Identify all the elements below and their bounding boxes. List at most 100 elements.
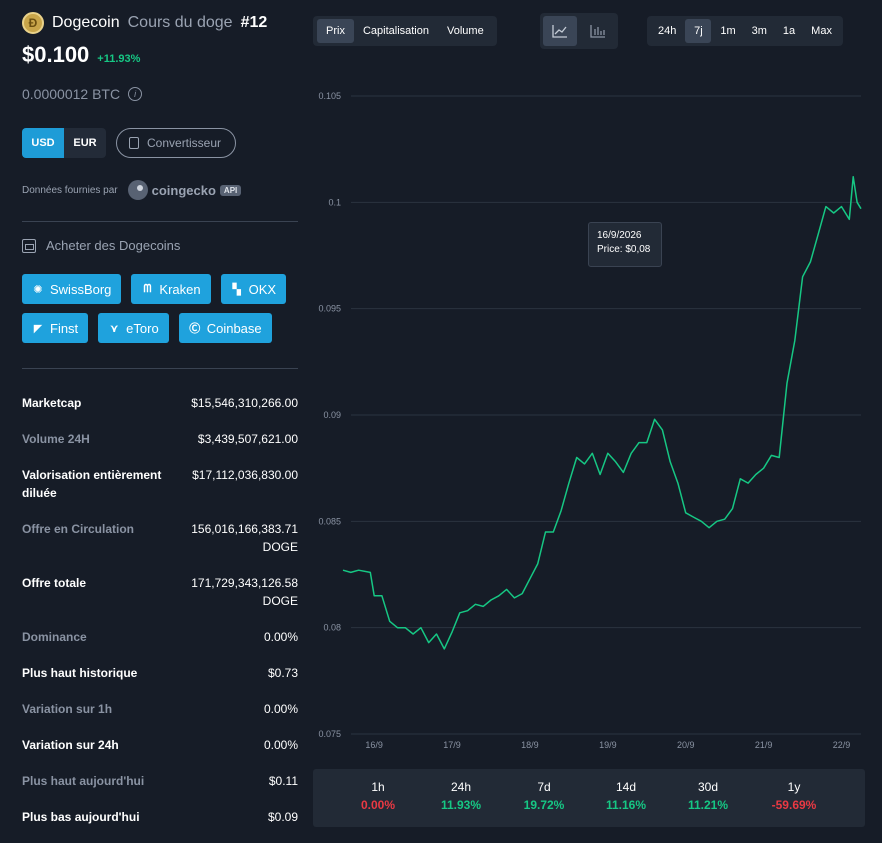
stat-row: Plus bas aujourd'hui $0.09 bbox=[22, 808, 298, 826]
price-row: $0.100 +11.93% bbox=[22, 42, 140, 68]
perf-value: -59.69% bbox=[771, 798, 817, 812]
perf-label: 7d bbox=[537, 780, 551, 794]
etoro-icon: ⋎ bbox=[109, 322, 119, 335]
coinbase-icon: Ⓒ bbox=[189, 323, 201, 335]
currency-selector: USD EUR Convertisseur bbox=[22, 128, 237, 158]
currency-eur-button[interactable]: EUR bbox=[64, 128, 106, 158]
exchange-finst-button[interactable]: ◤ Finst bbox=[22, 313, 89, 343]
exchange-label: Kraken bbox=[159, 281, 201, 297]
provider-label: Données fournies par bbox=[22, 184, 118, 196]
y-tick-label: 0.105 bbox=[318, 91, 341, 101]
stat-label: Plus haut historique bbox=[22, 666, 138, 680]
stat-row: Volume 24H $3,439,507,621.00 bbox=[22, 430, 298, 448]
price-change-badge: +11.93% bbox=[97, 53, 141, 65]
range-1a[interactable]: 1a bbox=[782, 25, 796, 37]
perf-label: 30d bbox=[697, 780, 719, 794]
line-chart-icon bbox=[552, 25, 567, 38]
swissborg-icon: ✺ bbox=[33, 283, 43, 296]
stat-label: Marketcap bbox=[22, 396, 82, 410]
tab-capitalisation[interactable]: Capitalisation bbox=[362, 25, 429, 37]
stat-row: Dominance 0.00% bbox=[22, 628, 298, 646]
exchange-okx-button[interactable]: ▚ OKX bbox=[220, 274, 287, 304]
converter-button[interactable]: Convertisseur bbox=[116, 128, 237, 158]
exchange-label: eToro bbox=[126, 320, 159, 336]
stat-label: Dominance bbox=[22, 630, 87, 644]
exchange-label: OKX bbox=[248, 281, 277, 297]
x-tick-label: 20/9 bbox=[677, 740, 695, 750]
exchange-coinbase-button[interactable]: Ⓒ Coinbase bbox=[178, 313, 272, 343]
y-tick-label: 0.09 bbox=[323, 410, 341, 420]
range-7j[interactable]: 7j bbox=[685, 19, 712, 43]
stat-label: Variation sur 1h bbox=[22, 702, 113, 716]
range-max[interactable]: Max bbox=[811, 25, 832, 37]
tab-prix[interactable]: Prix bbox=[317, 19, 354, 43]
perf-value: 11.16% bbox=[605, 798, 647, 812]
stat-value: 0.00% bbox=[263, 738, 298, 752]
stat-value: 156,016,166,383.71 DOGE bbox=[191, 522, 298, 554]
coin-rank: #12 bbox=[240, 14, 268, 31]
x-tick-label: 22/9 bbox=[833, 740, 851, 750]
okx-icon: ▚ bbox=[232, 283, 241, 296]
btc-price: 0.0000012 BTC bbox=[22, 86, 121, 102]
converter-label: Convertisseur bbox=[147, 136, 222, 150]
tab-volume[interactable]: Volume bbox=[447, 25, 484, 37]
tooltip-date: 16/9/2026 bbox=[597, 230, 642, 241]
coingecko-name: coingecko bbox=[151, 182, 216, 198]
chart-tooltip: 16/9/2026 Price: $0,08 bbox=[588, 222, 662, 267]
exchange-kraken-button[interactable]: ᗰ Kraken bbox=[131, 274, 211, 304]
perf-30d: 30d 11.21% bbox=[673, 779, 743, 815]
stat-value: 0.00% bbox=[263, 630, 298, 644]
coin-title: Ð Dogecoin Cours du doge #12 bbox=[22, 12, 267, 34]
line-chart-button[interactable] bbox=[543, 16, 577, 46]
range-1m[interactable]: 1m bbox=[720, 25, 736, 37]
stat-row: Marketcap $15,546,310,266.00 bbox=[22, 394, 298, 412]
y-tick-label: 0.085 bbox=[318, 516, 341, 526]
perf-value: 11.93% bbox=[440, 798, 482, 812]
stat-label: Plus haut aujourd'hui bbox=[22, 774, 145, 788]
finst-icon: ◤ bbox=[33, 322, 43, 335]
perf-value: 19.72% bbox=[523, 798, 565, 812]
stat-label: Valorisation entièrement diluée bbox=[22, 468, 162, 500]
stat-row: Offre totale 171,729,343,126.58 DOGE bbox=[22, 574, 298, 610]
perf-value: 11.21% bbox=[687, 798, 729, 812]
x-axis-labels: 16/9 17/9 18/9 19/9 20/9 21/9 22/9 bbox=[365, 740, 850, 750]
exchange-swissborg-button[interactable]: ✺ SwissBorg bbox=[22, 274, 122, 304]
x-tick-label: 19/9 bbox=[599, 740, 617, 750]
stat-label: Offre totale bbox=[22, 576, 87, 590]
stat-row: Plus haut aujourd'hui $0.11 bbox=[22, 772, 298, 790]
perf-1y: 1y -59.69% bbox=[759, 779, 829, 815]
buy-title: Acheter des Dogecoins bbox=[46, 238, 181, 253]
exchange-etoro-button[interactable]: ⋎ eToro bbox=[98, 313, 169, 343]
currency-usd-button[interactable]: USD bbox=[22, 128, 64, 158]
divider bbox=[22, 368, 298, 369]
coingecko-gecko-icon bbox=[127, 180, 148, 200]
chart-grid bbox=[351, 95, 861, 735]
range-tabs: 24h 7j 1m 3m 1a Max bbox=[647, 16, 843, 46]
perf-label: 1h bbox=[371, 780, 385, 794]
data-provider: Données fournies par coingecko API bbox=[22, 180, 242, 200]
coingecko-api-badge: API bbox=[219, 184, 242, 196]
stat-row: Valorisation entièrement diluée $17,112,… bbox=[22, 466, 298, 502]
stat-label: Plus bas aujourd'hui bbox=[22, 810, 140, 824]
stat-row: Variation sur 24h 0.00% bbox=[22, 736, 298, 754]
stat-row: Offre en Circulation 156,016,166,383.71 … bbox=[22, 520, 298, 556]
x-tick-label: 21/9 bbox=[755, 740, 773, 750]
price-chart[interactable]: 0.075 0.08 0.085 0.09 0.095 0.1 0.105 16/9 17/9… bbox=[313, 80, 865, 760]
range-24h[interactable]: 24h bbox=[658, 25, 677, 37]
coingecko-logo[interactable]: coingecko API bbox=[127, 180, 242, 200]
cart-icon bbox=[22, 238, 36, 253]
tooltip-price: Price: $0,08 bbox=[597, 244, 651, 255]
stat-value: 171,729,343,126.58 DOGE bbox=[191, 576, 298, 608]
stat-label: Volume 24H bbox=[22, 432, 90, 446]
info-icon[interactable]: i bbox=[128, 87, 143, 101]
stat-value: $0.09 bbox=[267, 810, 298, 824]
perf-label: 24h bbox=[450, 780, 472, 794]
stat-label: Variation sur 24h bbox=[22, 738, 119, 752]
performance-table: 1h 0.00% 24h 11.93% 7d 19.72% 14d 11.16%… bbox=[313, 769, 865, 827]
btc-price-row: 0.0000012 BTC i bbox=[22, 86, 143, 102]
currency-toggle: USD EUR bbox=[22, 128, 106, 158]
range-3m[interactable]: 3m bbox=[751, 25, 767, 37]
buy-section-title: Acheter des Dogecoins bbox=[22, 238, 180, 253]
bar-chart-button[interactable] bbox=[581, 16, 615, 46]
x-tick-label: 18/9 bbox=[521, 740, 539, 750]
